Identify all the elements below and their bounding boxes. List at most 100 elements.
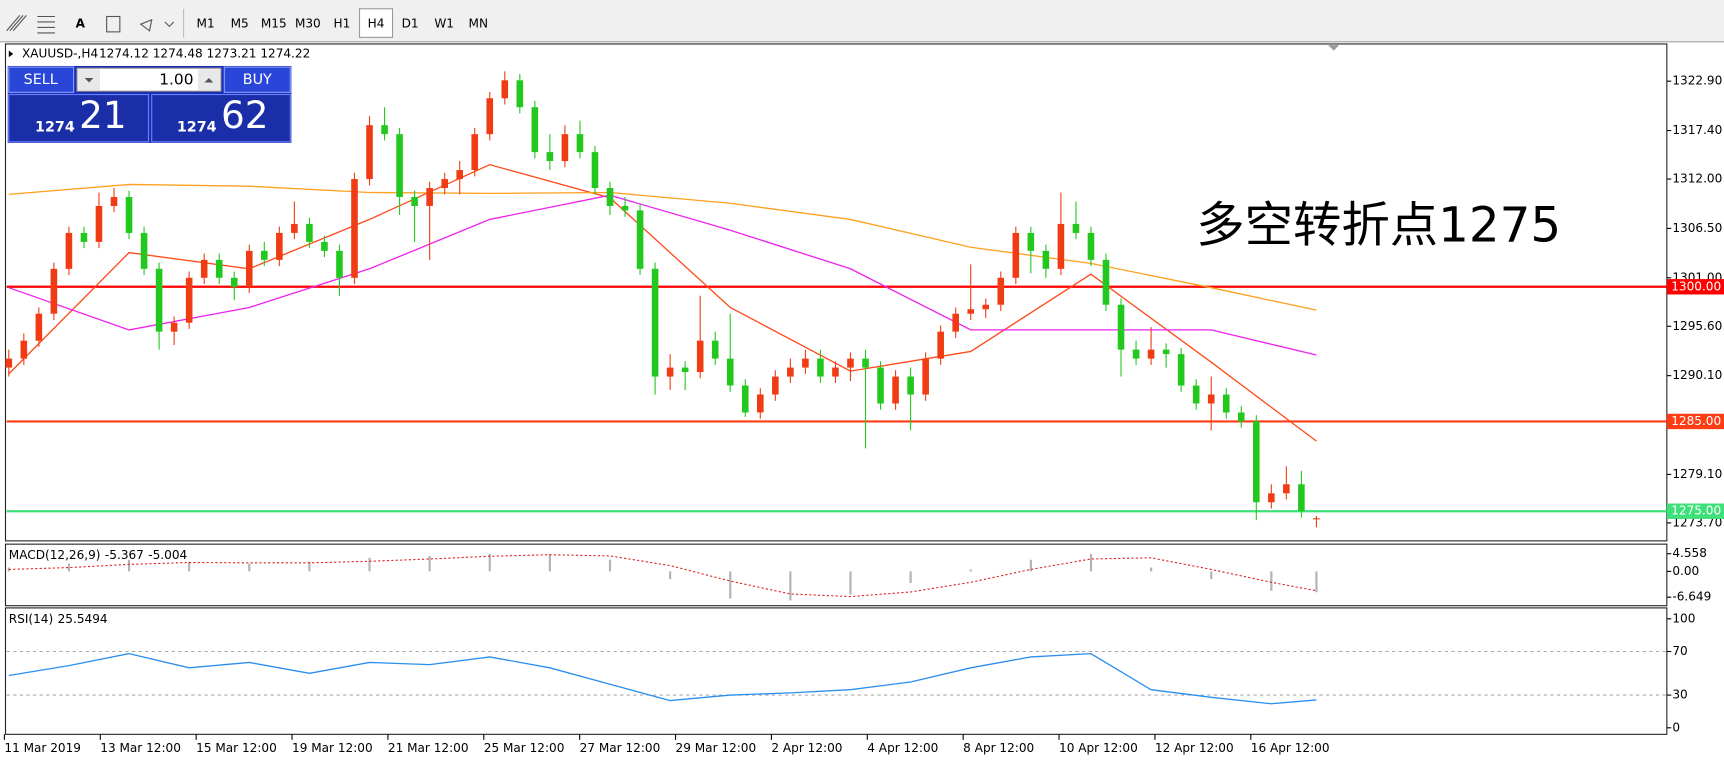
candle-body (997, 277, 1005, 305)
font-tool[interactable]: A (76, 17, 86, 31)
macd-signal (8, 554, 1317, 598)
buy-button[interactable] (223, 66, 291, 93)
toolbar-icons (6, 8, 185, 38)
timeframe-button[interactable]: MN (469, 17, 488, 31)
candle-body (396, 134, 403, 198)
x-tick-label: 29 Mar 12:00 (676, 741, 757, 755)
candle-body (200, 259, 208, 278)
candle-body (65, 232, 73, 269)
candle-body (276, 232, 283, 260)
candle-body (185, 277, 193, 323)
candle-body (170, 322, 178, 332)
x-tick-label: 8 Apr 12:00 (963, 741, 1034, 755)
candle-body (877, 367, 884, 404)
icon-arrows[interactable] (139, 18, 175, 32)
timeframe-button[interactable]: M30 (295, 17, 321, 31)
macd-bar (969, 569, 972, 572)
candle-body (1192, 385, 1200, 404)
candle-body (847, 358, 854, 368)
x-tick-label: 19 Mar 12:00 (292, 741, 373, 755)
timeframe-button[interactable]: H1 (334, 17, 351, 31)
candle-body (741, 385, 749, 413)
x-tick-label: 2 Apr 12:00 (771, 741, 842, 755)
x-tick-label: 12 Apr 12:00 (1155, 741, 1234, 755)
sell-label[interactable]: SELL (24, 72, 58, 88)
timeframe-button[interactable]: W1 (434, 17, 454, 31)
timeframe-button[interactable]: M1 (197, 17, 215, 31)
candle-body (1102, 259, 1110, 305)
level-tag (1666, 279, 1724, 295)
icon-lines[interactable] (37, 15, 55, 34)
macd-bar (368, 557, 371, 572)
icon-fibo[interactable] (6, 15, 27, 32)
level-label: 1285.00 (1671, 414, 1721, 428)
x-tick-label: 10 Apr 12:00 (1059, 741, 1138, 755)
y-tick-label: 0 (1672, 720, 1680, 734)
timeframe-button[interactable]: M5 (231, 17, 249, 31)
candle-body (1027, 232, 1035, 251)
candle-body (591, 152, 599, 189)
symbol: XAUUSD-,H4 (22, 46, 98, 60)
lots-input[interactable] (76, 67, 222, 92)
y-tick-label: 1306.50 (1672, 221, 1722, 235)
timeframe-active (358, 8, 394, 38)
moving-average (8, 194, 1317, 356)
buy-price-box[interactable] (151, 93, 291, 143)
candle-body (1162, 349, 1170, 355)
indicator-value: -5.004 (148, 548, 187, 562)
buy-label[interactable]: BUY (243, 72, 272, 88)
symbol-marker (8, 50, 14, 58)
timeframe-button[interactable]: M15 (261, 17, 287, 31)
candle-body (1012, 232, 1020, 278)
candle-body (426, 188, 433, 206)
candle-body (922, 358, 929, 395)
sell-button[interactable] (8, 66, 75, 93)
x-tick-label: 11 Mar 2019 (4, 741, 81, 755)
rsi-line (8, 652, 1317, 705)
y-tick-label: 4.558 (1672, 546, 1707, 560)
candle-body (937, 331, 944, 359)
lots-value[interactable]: 1.00 (159, 71, 193, 89)
moving-average (8, 163, 1317, 442)
candle-body (1298, 484, 1305, 512)
candle-body (230, 277, 238, 287)
candle-body (381, 125, 388, 135)
bid-small: 21 (79, 93, 127, 137)
candle-body (1087, 232, 1095, 260)
timeframe-button[interactable]: D1 (402, 17, 419, 31)
candle-body (1177, 354, 1185, 386)
level-label: 1300.00 (1671, 279, 1721, 293)
candle-body (261, 250, 268, 260)
indicator-value: -5.367 (105, 548, 144, 562)
x-tick-label: 27 Mar 12:00 (580, 741, 661, 755)
macd-bar (428, 555, 431, 572)
candle-body (832, 367, 839, 377)
macd-bar (7, 567, 10, 572)
ask-small: 62 (221, 93, 269, 137)
candle-body (982, 304, 990, 310)
timeframe-button[interactable]: H4 (368, 17, 385, 31)
candle-body (1117, 304, 1125, 350)
macd-bar (67, 563, 71, 572)
icon-text[interactable] (106, 15, 121, 33)
macd-bar (789, 571, 792, 601)
macd-bar (188, 561, 191, 572)
candle-body (817, 358, 824, 377)
sell-price-box[interactable] (8, 93, 149, 143)
candle-body (802, 358, 809, 368)
macd-bar (1270, 571, 1273, 591)
candle-body (95, 205, 103, 242)
macd-bar (548, 553, 551, 572)
candle-body (651, 268, 659, 377)
annotation: 多空转折点1275 (1196, 198, 1561, 254)
candle-body (531, 107, 539, 153)
candle-body (666, 367, 674, 377)
level-tag (1666, 503, 1724, 519)
x-tick-label: 25 Mar 12:00 (484, 741, 565, 755)
macd-bar (669, 571, 672, 580)
candle-body (1222, 394, 1230, 413)
candle-body (351, 179, 358, 278)
macd-bar (1029, 559, 1032, 572)
candle-body (1253, 421, 1260, 503)
